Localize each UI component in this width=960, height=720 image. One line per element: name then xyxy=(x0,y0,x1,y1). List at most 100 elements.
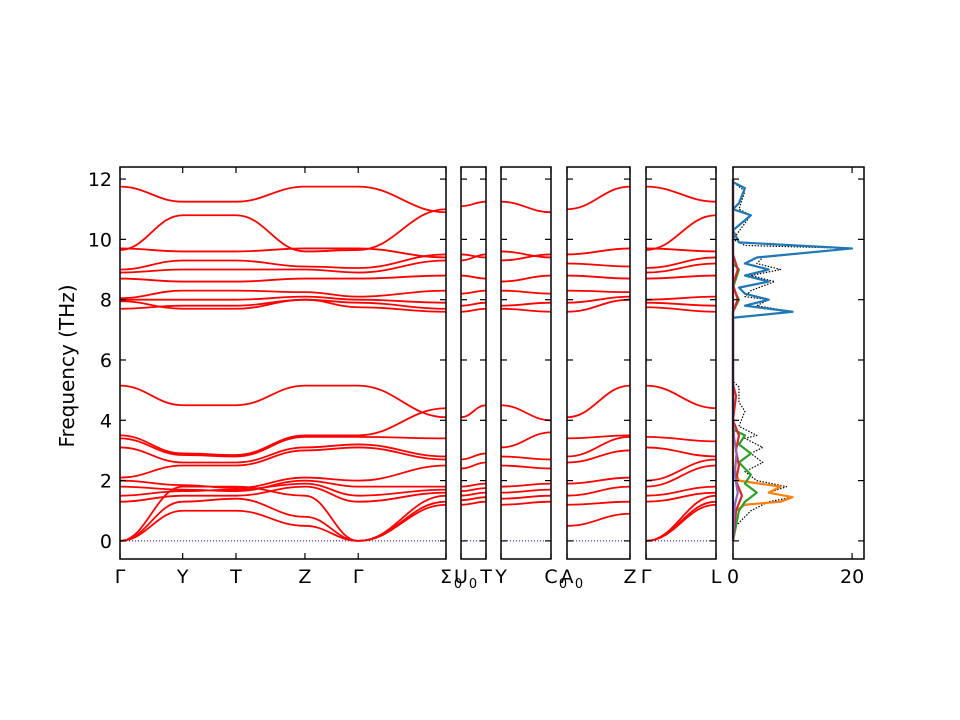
y-tick-label: 8 xyxy=(100,290,112,312)
band-line xyxy=(500,455,552,461)
band-line xyxy=(460,496,487,502)
dos-line xyxy=(731,181,854,541)
band-line xyxy=(119,464,447,490)
x-tick-subscript: 0 xyxy=(575,577,583,592)
band-line xyxy=(119,435,447,458)
band-line xyxy=(645,274,717,280)
band-line xyxy=(119,298,447,313)
x-tick-label: Γ xyxy=(115,566,126,588)
x-tick-label: U xyxy=(454,566,468,588)
panel-frame xyxy=(645,166,717,560)
panel-frame xyxy=(460,166,487,560)
y-axis-label: Frequency (THz) xyxy=(55,284,79,447)
band-line xyxy=(119,384,447,419)
band-line xyxy=(460,452,487,461)
band-line xyxy=(645,256,717,269)
band-line xyxy=(566,247,631,256)
band-line xyxy=(645,185,717,203)
band-line xyxy=(500,274,552,283)
band-line xyxy=(566,434,631,440)
band-line xyxy=(645,500,717,542)
band-line xyxy=(460,274,487,280)
band-line xyxy=(500,482,552,488)
band-line xyxy=(645,446,717,458)
band-line xyxy=(460,289,487,295)
x-tick-label: Γ xyxy=(353,566,364,588)
band-line xyxy=(645,503,717,542)
band-line xyxy=(566,298,631,313)
band-line xyxy=(500,431,552,449)
band-line xyxy=(119,497,447,542)
band-line xyxy=(460,200,487,208)
x-tick-label: T xyxy=(229,566,242,588)
band-line xyxy=(460,487,487,493)
band-line xyxy=(119,289,447,300)
band-line xyxy=(566,476,631,485)
band-line xyxy=(460,253,487,262)
band-line xyxy=(460,307,487,313)
band-line xyxy=(119,208,447,253)
x-tick-label: Y xyxy=(494,566,507,588)
band-line xyxy=(119,295,447,304)
band-line xyxy=(119,482,447,497)
band-line xyxy=(119,253,447,271)
x-tick-label: L xyxy=(711,566,722,588)
x-tick-label: C xyxy=(544,566,557,588)
band-line xyxy=(460,500,487,506)
band-line xyxy=(566,485,631,497)
band-line xyxy=(119,298,447,310)
band-line xyxy=(460,404,487,419)
band-line xyxy=(119,259,447,274)
x-tick-label: Z xyxy=(623,566,636,588)
panel-frame xyxy=(500,166,552,560)
band-line xyxy=(645,494,717,542)
x-tick-label: Γ xyxy=(641,566,652,588)
band-line xyxy=(566,512,631,527)
band-line xyxy=(566,262,631,268)
band-line xyxy=(500,250,552,259)
band-line xyxy=(500,301,552,307)
band-line xyxy=(460,482,487,488)
dos-frame xyxy=(732,166,865,560)
dos-x-tick-label: 0 xyxy=(727,566,739,588)
band-line xyxy=(500,253,552,262)
band-line xyxy=(460,491,487,497)
band-line xyxy=(566,289,631,294)
band-line xyxy=(500,464,552,470)
y-tick-label: 10 xyxy=(88,229,112,251)
band-line xyxy=(119,485,447,503)
band-line xyxy=(645,295,717,301)
y-tick-label: 12 xyxy=(88,169,112,191)
band-line xyxy=(566,449,631,464)
band-line xyxy=(645,301,717,307)
band-line xyxy=(500,200,552,214)
band-line xyxy=(566,384,631,419)
panel-frame xyxy=(119,166,447,560)
band-line xyxy=(119,274,447,283)
y-tick-label: 6 xyxy=(100,350,112,372)
band-line xyxy=(119,479,446,493)
band-line xyxy=(566,185,631,211)
band-line xyxy=(645,214,717,251)
x-tick-label: Σ xyxy=(440,566,452,588)
dos-panel: 0 20 xyxy=(727,166,865,588)
band-line xyxy=(645,458,717,482)
band-line xyxy=(119,446,447,479)
dos-x-tick-label: 20 xyxy=(840,566,864,588)
band-line xyxy=(500,404,552,422)
band-line xyxy=(645,435,717,443)
x-tick-subscript: 0 xyxy=(559,577,567,592)
band-line xyxy=(645,485,717,497)
band-line xyxy=(500,500,552,506)
band-line xyxy=(645,262,717,274)
band-line xyxy=(566,295,631,304)
band-line xyxy=(500,289,552,295)
x-tick-label: Y xyxy=(176,566,189,588)
dos-line xyxy=(732,181,853,542)
band-line xyxy=(500,307,552,313)
